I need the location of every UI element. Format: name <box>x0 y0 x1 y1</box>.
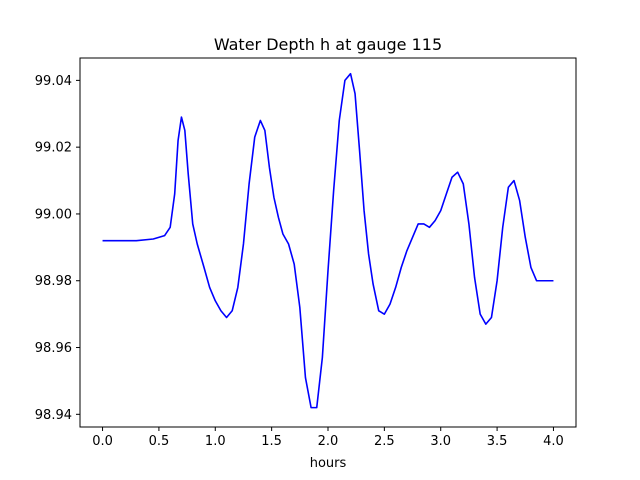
x-tick-label: 3.5 <box>487 434 508 449</box>
x-axis-label: hours <box>310 456 347 471</box>
x-tick-label: 3.0 <box>430 434 451 449</box>
plot-area <box>102 72 554 409</box>
x-tick-label: 0.0 <box>92 434 113 449</box>
x-tick-label: 2.0 <box>318 434 339 449</box>
y-tick-label: 98.94 <box>35 408 72 423</box>
x-tick-label: 1.5 <box>261 434 282 449</box>
y-axis: 98.94 98.96 98.98 99.00 99.02 99.04 <box>35 74 80 423</box>
x-axis: 0.0 0.5 1.0 1.5 2.0 2.5 3.0 3.5 4.0 <box>92 427 564 449</box>
y-tick-label: 99.00 <box>35 207 72 222</box>
series-line-0 <box>102 72 554 409</box>
y-tick-label: 99.04 <box>35 74 72 89</box>
x-tick-label: 1.0 <box>205 434 226 449</box>
y-tick-label: 98.98 <box>35 274 72 289</box>
y-tick-label: 98.96 <box>35 341 72 356</box>
chart-title: Water Depth h at gauge 115 <box>214 35 442 54</box>
x-tick-label: 4.0 <box>543 434 564 449</box>
x-tick-label: 2.5 <box>374 434 395 449</box>
y-tick-label: 99.02 <box>35 141 72 156</box>
x-tick-label: 0.5 <box>149 434 170 449</box>
plot-frame <box>79 57 577 428</box>
